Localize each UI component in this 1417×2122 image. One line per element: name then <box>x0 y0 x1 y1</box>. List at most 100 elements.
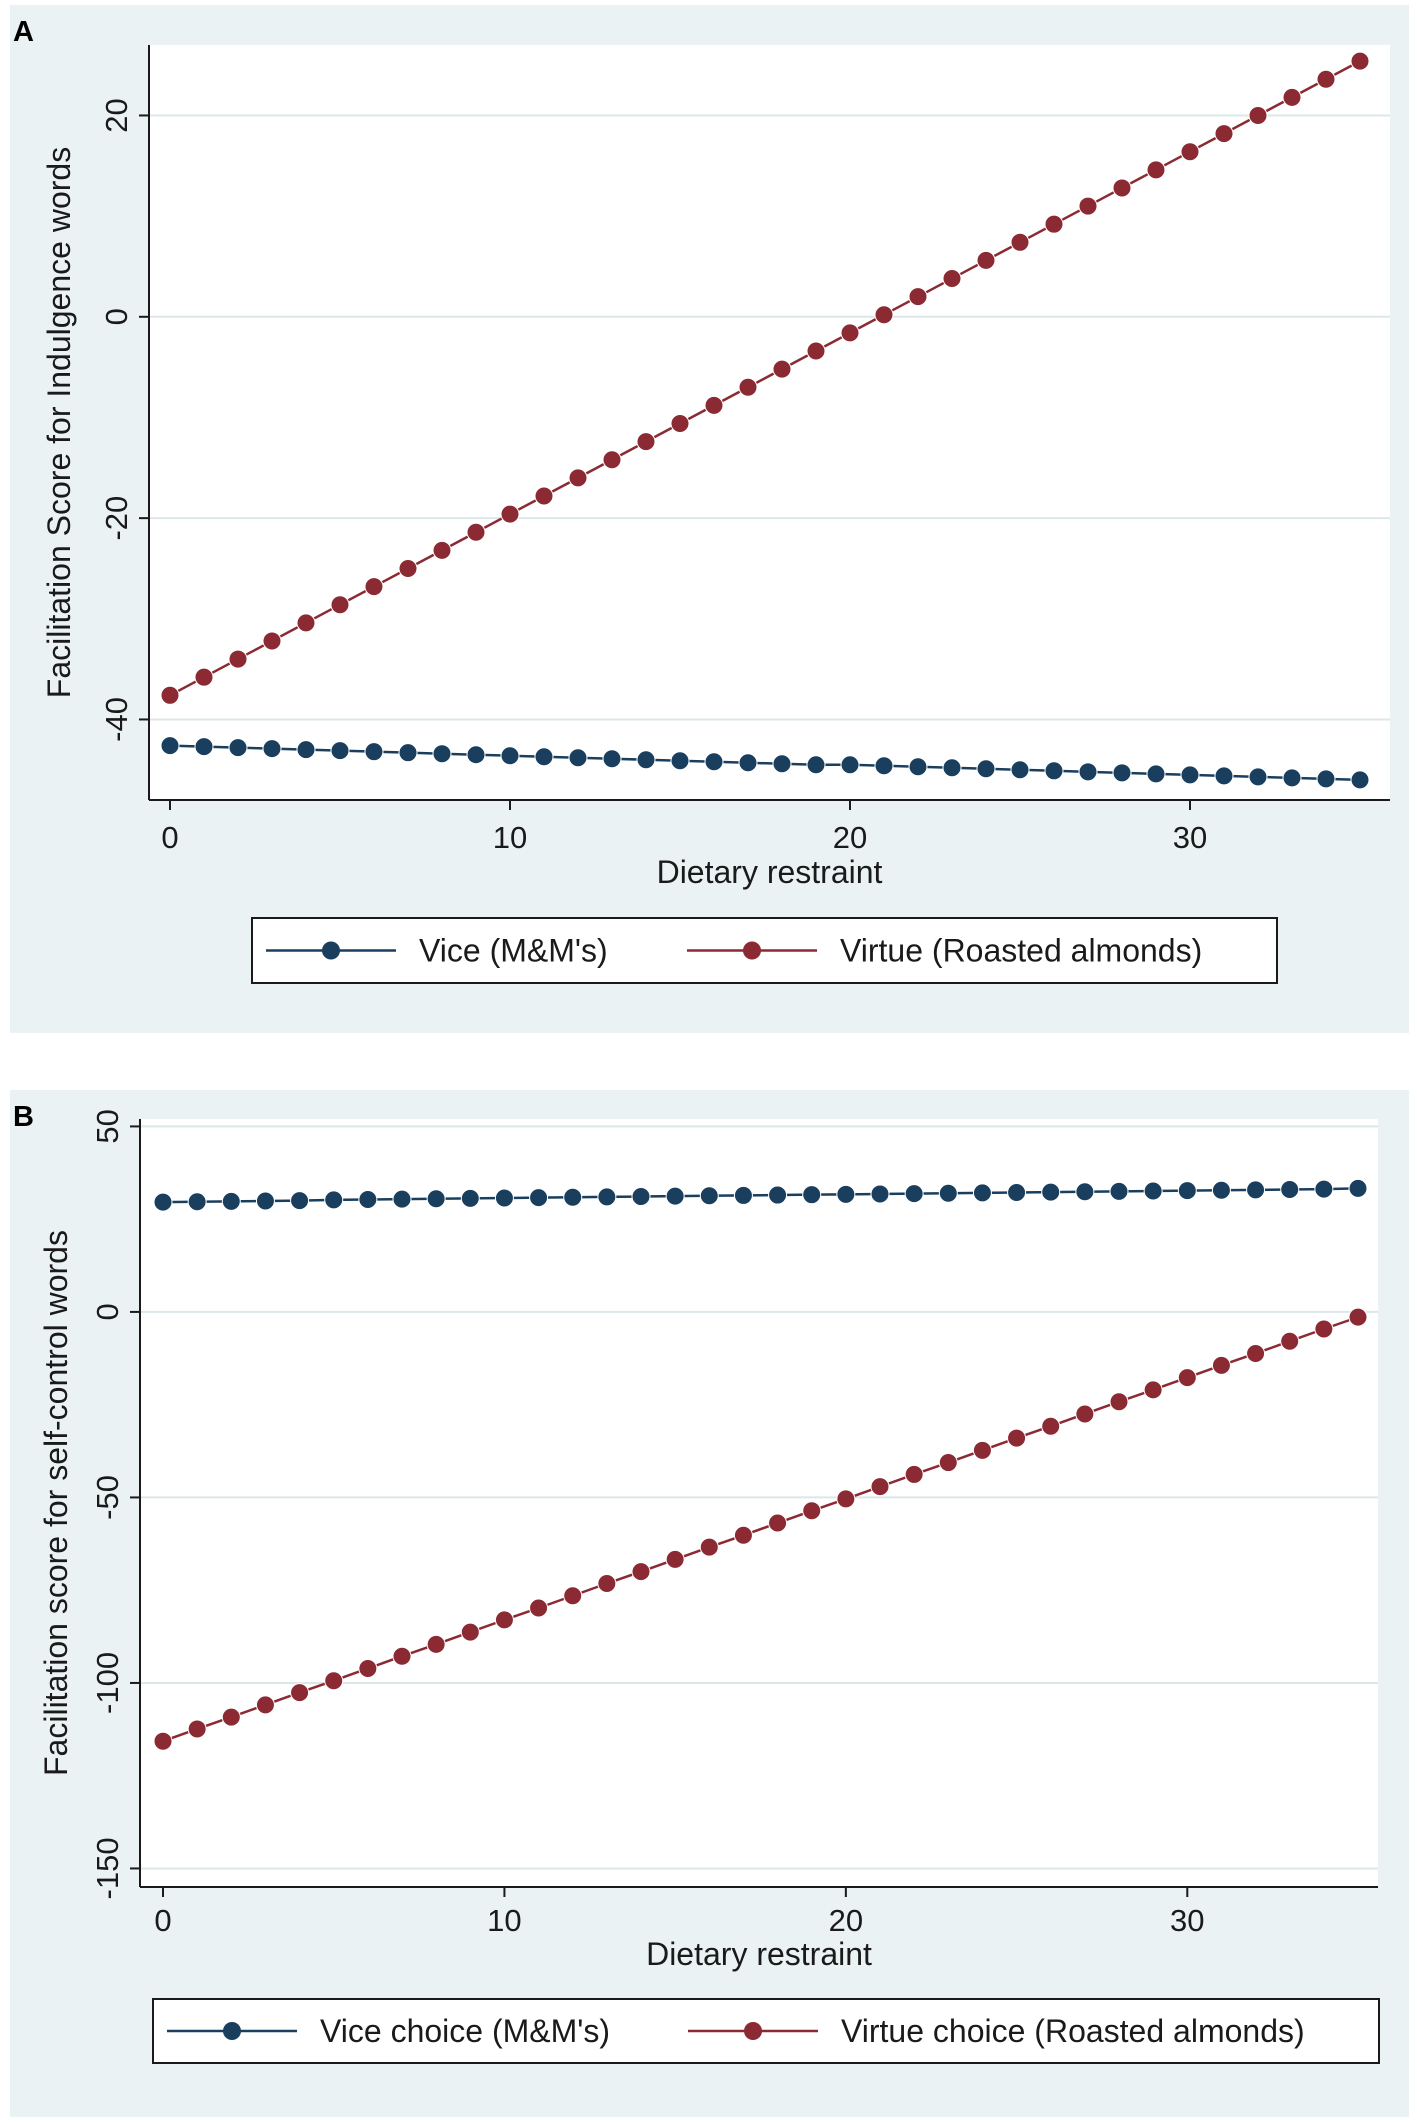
data-point <box>228 649 248 669</box>
data-point <box>563 1187 583 1207</box>
data-point <box>1044 761 1064 781</box>
data-point <box>296 613 316 633</box>
data-point <box>1075 1404 1095 1424</box>
data-point <box>1180 142 1200 162</box>
data-point <box>1007 1428 1027 1448</box>
data-point <box>1348 1307 1368 1327</box>
data-point <box>426 1189 446 1209</box>
data-point <box>1214 766 1234 786</box>
data-point <box>194 737 214 757</box>
data-point <box>870 1184 890 1204</box>
legend-label: Vice (M&M's) <box>419 933 608 969</box>
data-point <box>1044 214 1064 234</box>
y-tick-label: 50 <box>90 1109 125 1143</box>
y-tick-label: -50 <box>90 1475 125 1520</box>
panel-letter: B <box>13 1101 34 1133</box>
data-point <box>262 739 282 759</box>
data-point <box>187 1192 207 1212</box>
data-point <box>187 1719 207 1739</box>
data-point <box>704 752 724 772</box>
data-point <box>1109 1392 1129 1412</box>
data-point <box>358 1190 378 1210</box>
data-point <box>160 736 180 756</box>
data-point <box>602 749 622 769</box>
data-point <box>870 1477 890 1497</box>
data-point <box>398 558 418 578</box>
data-point <box>904 1184 924 1204</box>
data-point <box>836 1489 856 1509</box>
y-axis-title: Facilitation Score for Indulgence words <box>41 147 77 698</box>
data-point <box>840 323 860 343</box>
data-point <box>1280 1331 1300 1351</box>
x-tick-label: 0 <box>154 1903 171 1938</box>
data-point <box>597 1574 617 1594</box>
data-point <box>874 305 894 325</box>
plot-area-b <box>140 1119 1378 1887</box>
data-point <box>460 1188 480 1208</box>
data-point <box>494 1188 514 1208</box>
chart-b-svg: -150 -100 -50 0 50 0 10 20 30 Dietary restraint Fa… <box>13 1101 1380 2064</box>
data-point <box>324 1190 344 1210</box>
data-point <box>1109 1181 1129 1201</box>
data-point <box>324 1671 344 1691</box>
data-point <box>874 756 894 776</box>
data-point <box>255 1191 275 1211</box>
data-point <box>1010 760 1030 780</box>
data-point <box>631 1562 651 1582</box>
data-point <box>153 1731 173 1751</box>
data-point <box>160 685 180 705</box>
data-point <box>908 757 928 777</box>
y-tick-label: -100 <box>90 1652 125 1714</box>
data-point <box>1177 1368 1197 1388</box>
y-tick-label: 0 <box>99 308 134 325</box>
data-point <box>255 1695 275 1715</box>
data-point <box>358 1658 378 1678</box>
data-point <box>1041 1182 1061 1202</box>
data-point <box>563 1586 583 1606</box>
data-point <box>738 377 758 397</box>
data-point <box>972 1183 992 1203</box>
chart-a-svg: -40 -20 0 20 0 10 20 30 Dietary restraint Facilit… <box>13 16 1390 984</box>
data-point <box>806 755 826 775</box>
data-point <box>500 746 520 766</box>
data-point <box>1348 1178 1368 1198</box>
data-point <box>938 1183 958 1203</box>
data-point <box>1177 1181 1197 1201</box>
data-point <box>568 748 588 768</box>
data-point <box>296 740 316 760</box>
data-point <box>364 577 384 597</box>
data-point <box>568 468 588 488</box>
panel-b: -150 -100 -50 0 50 0 10 20 30 Dietary restraint Fa… <box>10 1090 1409 2117</box>
data-point <box>602 450 622 470</box>
data-point <box>221 1191 241 1211</box>
series-virtue <box>153 1307 1368 1751</box>
data-point <box>529 1188 549 1208</box>
data-point <box>704 395 724 415</box>
data-point <box>330 741 350 761</box>
series-vice <box>153 1178 1368 1212</box>
legend-marker <box>743 941 761 960</box>
data-point <box>1112 178 1132 198</box>
data-point <box>1350 51 1370 71</box>
data-point <box>597 1187 617 1207</box>
legend-label: Virtue choice (Roasted almonds) <box>841 2013 1305 2049</box>
series-virtue <box>160 51 1370 705</box>
data-point <box>290 1191 310 1211</box>
data-point <box>636 432 656 452</box>
data-point <box>772 359 792 379</box>
data-point <box>1211 1180 1231 1200</box>
data-point <box>1316 69 1336 89</box>
y-tick-label: -150 <box>90 1837 125 1899</box>
x-axis-title: Dietary restraint <box>646 1936 872 1972</box>
data-point <box>670 414 690 434</box>
data-point <box>1282 87 1302 107</box>
data-point <box>466 522 486 542</box>
data-point <box>534 747 554 767</box>
data-point <box>1041 1416 1061 1436</box>
data-point <box>699 1537 719 1557</box>
data-point <box>460 1622 480 1642</box>
data-point <box>631 1187 651 1207</box>
data-point <box>392 1646 412 1666</box>
x-axis-title: Dietary restraint <box>657 854 883 890</box>
x-tick-label: 10 <box>493 820 527 855</box>
